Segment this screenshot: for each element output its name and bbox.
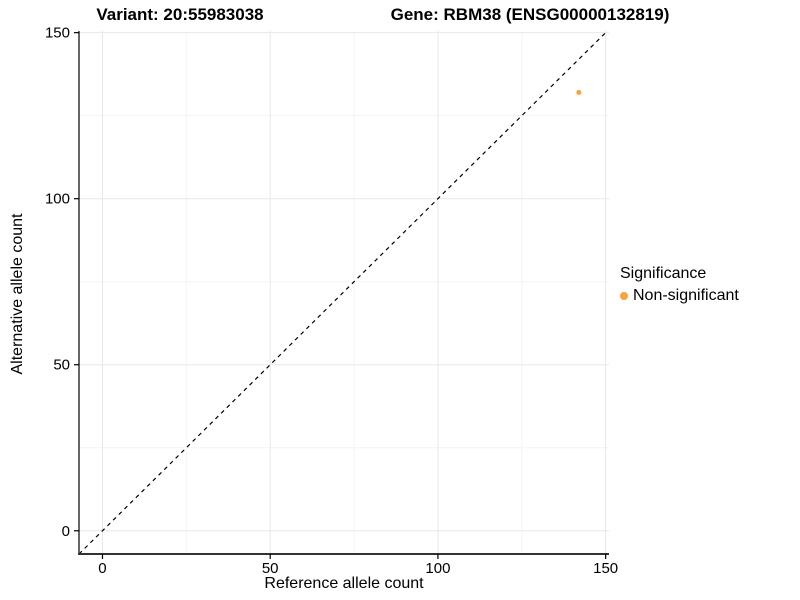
y-axis-title: Alternative allele count [9, 213, 26, 375]
x-tick-label: 100 [425, 560, 450, 577]
y-tick-label: 150 [45, 25, 70, 42]
x-tick-label: 150 [593, 560, 618, 577]
y-tick-label: 0 [62, 523, 70, 540]
gene-title: Gene: RBM38 (ENSG00000132819) [390, 5, 670, 24]
point-swatch-icon [620, 292, 628, 300]
legend-title: Significance [620, 265, 707, 282]
x-axis-title: Reference allele count [264, 575, 424, 592]
variant-title: Variant: 20:55983038 [96, 5, 264, 24]
y-tick-label: 100 [45, 191, 70, 208]
data-point [576, 89, 582, 95]
legend: Significance Non-significant [620, 265, 739, 305]
x-tick-label: 50 [262, 560, 279, 577]
x-tick-label: 0 [98, 560, 106, 577]
identity-dashed-line [78, 30, 608, 555]
y-tick-label: 50 [53, 357, 70, 374]
legend-item: Non-significant [620, 287, 739, 305]
legend-item-label: Non-significant [633, 287, 739, 304]
